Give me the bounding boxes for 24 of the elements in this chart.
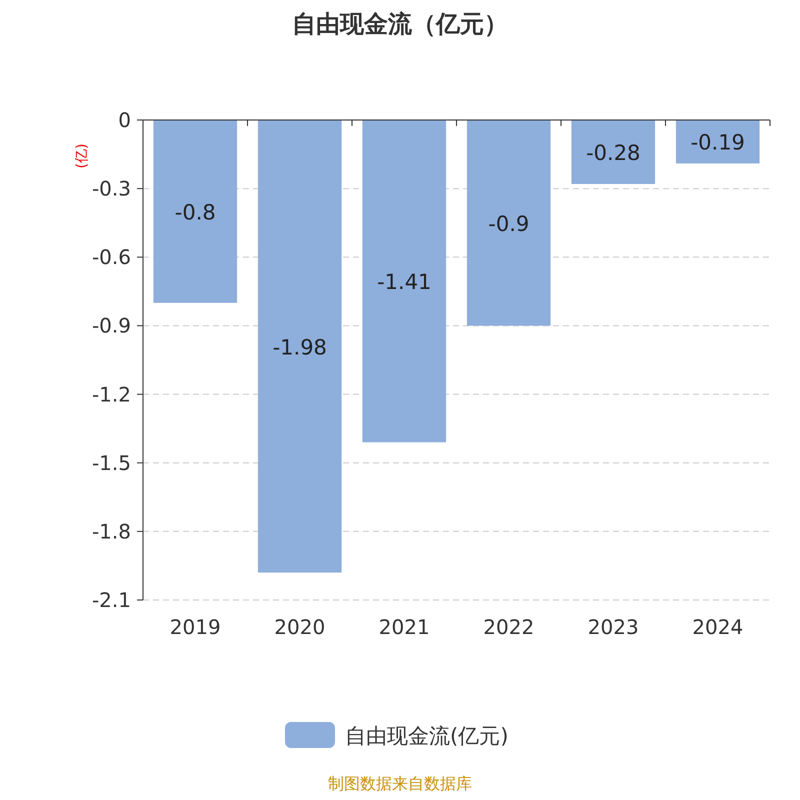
data-label: -1.41	[377, 270, 432, 294]
y-tick-label: 0	[118, 108, 131, 132]
x-tick-label: 2020	[274, 615, 326, 639]
x-tick-label: 2023	[588, 615, 639, 639]
y-tick-label: -0.3	[92, 176, 131, 201]
y-tick-label: -0.9	[92, 314, 131, 338]
y-tick-label: -2.1	[92, 588, 131, 612]
data-label: -0.28	[586, 141, 640, 165]
y-tick-label: -1.2	[92, 382, 131, 406]
text: 制图数据来自数据库	[328, 774, 472, 793]
x-tick-label: 2021	[378, 615, 430, 639]
data-label: -0.8	[174, 200, 216, 224]
data-label: -0.19	[690, 130, 745, 155]
y-tick-label: -1.5	[92, 450, 131, 475]
x-tick-label: 2022	[483, 615, 534, 639]
data-label: -0.9	[488, 212, 530, 236]
x-tick-label: 2024	[692, 615, 744, 639]
y-tick-label: -1.8	[92, 519, 131, 544]
legend-label: 自由现金流(亿元)	[345, 724, 508, 748]
data-label: -1.98	[272, 335, 327, 360]
y-tick-label: -0.6	[92, 245, 131, 270]
x-tick-label: 2019	[170, 615, 221, 639]
chart-title: 自由现金流（亿元）	[292, 10, 508, 38]
y-axis-title: (亿)	[74, 144, 90, 168]
